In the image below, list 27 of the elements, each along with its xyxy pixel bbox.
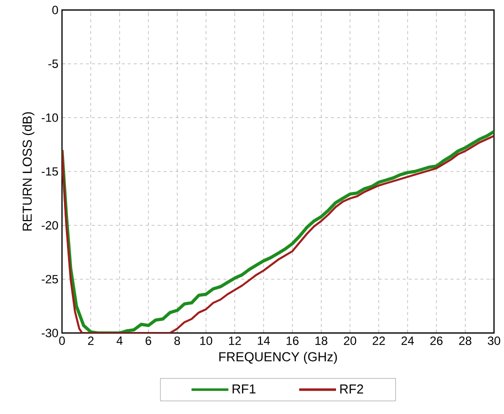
x-tick-label: 14 [258,336,270,345]
x-tick-label: 10 [200,336,212,345]
x-tick-label: 22 [372,336,385,345]
y-tick-label: -10 [42,113,58,122]
y-tick-label: -5 [48,60,58,68]
x-tick-label: 12 [229,336,241,345]
x-axis-title: FREQUENCY (GHz) [219,352,337,364]
y-tick-label: -25 [42,274,58,284]
x-tick-label: 28 [459,336,472,345]
x-tick-label: 8 [174,336,180,345]
x-tick-label: 4 [116,336,123,345]
legend-label: RF1 [232,384,256,394]
y-tick-label: -15 [42,167,58,176]
x-tick-label: 26 [430,336,443,345]
x-tick-label: 24 [402,336,414,345]
x-tick-label: 2 [88,336,94,345]
y-tick-label: 0 [52,6,58,14]
legend-label: RF2 [340,384,364,394]
y-tick-label: -30 [42,328,58,338]
x-tick-label: 16 [286,336,299,345]
y-tick-label: -20 [42,221,58,230]
x-tick-label: 6 [146,336,152,345]
x-tick-label: 0 [59,336,65,345]
x-tick-label: 20 [344,336,356,345]
y-axis-title: RETURN LOSS (dB) [22,112,34,231]
x-tick-label: 18 [315,336,328,345]
x-tick-label: 30 [488,336,500,345]
